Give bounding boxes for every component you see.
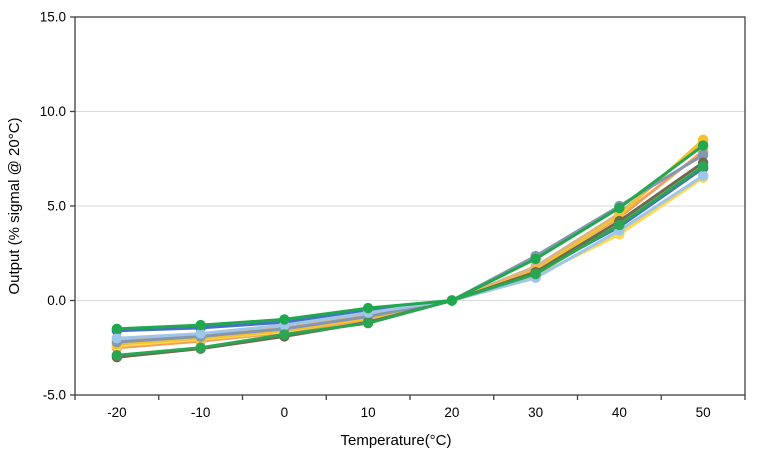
data-point-sample-green-2 <box>195 342 206 353</box>
y-tick-label: 10.0 <box>40 104 66 119</box>
data-point-sample-green-2 <box>362 317 374 329</box>
y-tick-label: -5.0 <box>43 388 66 403</box>
series-line-sample-orange <box>115 149 705 350</box>
data-point-sample-green-2 <box>697 161 709 172</box>
series-line-sample-light-blue <box>115 174 705 340</box>
x-tick-label: 10 <box>361 405 376 420</box>
data-point-sample-green-1 <box>530 253 541 265</box>
y-axis-title: Output (% sigmal @ 20°C) <box>6 117 23 294</box>
data-point-sample-green-1 <box>362 302 374 314</box>
data-point-sample-green-1 <box>697 140 709 151</box>
data-point-sample-green-1 <box>446 295 458 306</box>
x-tick-label: 40 <box>612 405 627 420</box>
x-tick-label: 20 <box>444 405 459 420</box>
y-tick-label: 15.0 <box>40 10 66 25</box>
data-point-sample-light-blue <box>111 333 123 344</box>
data-point-sample-light-blue <box>195 328 206 339</box>
data-point-sample-green-1 <box>111 323 123 335</box>
series-line-sample-yellow <box>115 176 705 348</box>
series-line-sample-green-2 <box>115 164 705 357</box>
series-line-sample-slate-gray <box>115 153 705 344</box>
x-tick-label: -10 <box>191 405 211 420</box>
data-point-sample-green-1 <box>614 202 625 214</box>
data-point-sample-light-blue <box>697 170 709 181</box>
data-point-sample-slate-gray <box>697 149 709 161</box>
data-point-sample-green-1 <box>279 314 290 325</box>
plot-area: 15.0 10.0 5.0 0.0 -5.0 -20 -10 0 10 20 30 40 50 <box>40 10 746 420</box>
data-point-sample-green-2 <box>530 268 541 280</box>
data-point-sample-green-2 <box>279 329 290 340</box>
x-tick-label: 50 <box>696 405 711 420</box>
y-tick-label: 0.0 <box>47 293 66 308</box>
x-tick-label: 30 <box>528 405 543 420</box>
series-line-sample-green-1 <box>115 144 705 331</box>
x-tick-label: 0 <box>281 405 289 420</box>
y-tick-label: 5.0 <box>47 199 66 214</box>
data-point-sample-green-2 <box>111 350 123 361</box>
data-point-sample-green-1 <box>195 319 206 331</box>
x-tick-label: -20 <box>107 405 127 420</box>
data-point-sample-green-2 <box>614 219 625 231</box>
x-axis-title: Temperature(°C) <box>340 432 451 449</box>
